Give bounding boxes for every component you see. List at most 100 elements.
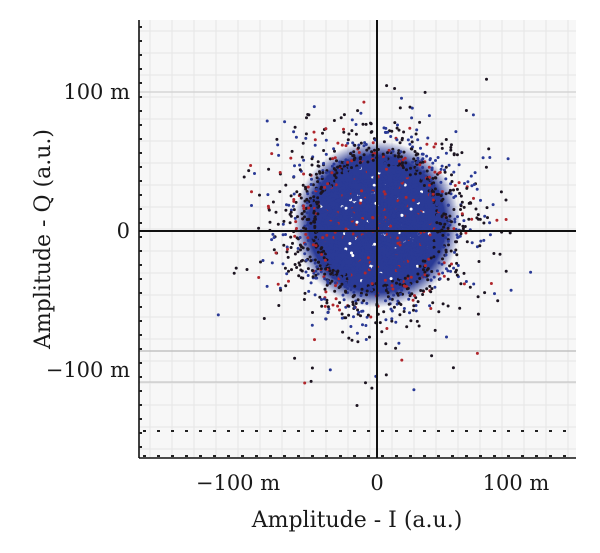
data-point: [454, 248, 458, 252]
data-point: [344, 225, 348, 229]
data-point: [306, 223, 310, 227]
data-point: [465, 240, 469, 244]
data-point: [334, 218, 338, 222]
data-point: [462, 271, 466, 275]
data-point: [362, 262, 366, 266]
data-point: [321, 236, 325, 240]
data-point: [402, 210, 406, 214]
data-point: [422, 247, 426, 251]
data-point: [232, 271, 236, 275]
data-point: [426, 267, 430, 271]
data-point: [413, 248, 417, 252]
data-point: [337, 176, 341, 179]
data-point: [353, 271, 357, 275]
minor-tick-mark: [493, 455, 496, 457]
data-point: [367, 225, 371, 229]
data-point: [470, 217, 474, 221]
data-point: [429, 307, 433, 310]
data-point: [265, 284, 269, 288]
data-point: [394, 158, 398, 162]
data-point: [340, 143, 344, 147]
data-point: [371, 180, 375, 184]
data-point: [387, 206, 391, 210]
data-point: [363, 198, 367, 202]
data-point: [267, 167, 271, 171]
data-point: [331, 233, 334, 237]
data-point: [382, 226, 386, 230]
data-point: [421, 208, 425, 212]
data-point: [328, 368, 332, 372]
data-point: [394, 197, 398, 201]
data-point: [309, 281, 313, 285]
data-point: [451, 366, 455, 370]
data-point: [437, 310, 441, 314]
data-point: [317, 255, 321, 259]
data-point: [312, 105, 316, 109]
data-point: [360, 218, 364, 222]
data-point: [351, 248, 355, 252]
data-point: [381, 241, 385, 245]
minor-tick-mark: [535, 430, 538, 432]
data-point: [335, 244, 339, 248]
minor-tick-mark: [493, 430, 496, 432]
data-point: [379, 174, 383, 178]
data-point: [385, 242, 389, 246]
data-point: [381, 195, 385, 199]
data-point: [410, 292, 414, 296]
data-point: [457, 163, 461, 167]
data-point: [416, 180, 420, 184]
data-point: [356, 340, 360, 344]
data-point: [399, 279, 403, 283]
data-point: [391, 165, 395, 169]
data-point: [464, 231, 468, 235]
data-point: [367, 286, 371, 290]
data-point: [390, 279, 394, 283]
data-point: [457, 181, 461, 185]
data-point: [422, 235, 426, 239]
data-point: [405, 287, 409, 291]
data-point: [351, 141, 355, 145]
data-point: [472, 183, 476, 186]
data-point: [396, 212, 400, 215]
data-point: [358, 161, 362, 165]
data-point: [377, 280, 381, 284]
data-point: [366, 177, 370, 180]
data-point: [357, 222, 361, 226]
data-point: [343, 161, 347, 165]
data-point: [364, 193, 368, 197]
minor-tick-mark: [157, 455, 160, 457]
data-point: [369, 238, 373, 242]
data-point: [267, 208, 271, 212]
data-point: [432, 275, 436, 279]
data-point: [452, 208, 456, 211]
minor-tick-mark: [139, 124, 142, 126]
data-point: [359, 236, 363, 240]
data-point: [425, 169, 429, 173]
data-point: [463, 225, 467, 228]
data-point: [411, 181, 415, 185]
data-point: [271, 232, 275, 236]
data-point: [320, 243, 324, 247]
data-point: [337, 286, 341, 290]
data-point: [305, 211, 309, 215]
minor-tick-mark: [139, 334, 142, 336]
data-point: [317, 164, 321, 168]
data-point: [470, 184, 474, 188]
data-point: [397, 128, 401, 132]
data-point: [394, 182, 397, 186]
data-point: [422, 268, 425, 272]
data-point: [346, 244, 350, 248]
minor-tick-mark: [171, 430, 174, 432]
data-point: [495, 218, 499, 222]
data-point: [332, 147, 336, 151]
data-point: [429, 290, 433, 294]
data-point: [364, 122, 368, 126]
data-point: [336, 213, 340, 217]
data-point: [355, 211, 359, 215]
data-point: [306, 192, 310, 196]
data-point: [311, 183, 315, 187]
data-point: [422, 184, 426, 187]
data-point: [429, 256, 433, 260]
data-point: [392, 293, 396, 297]
data-point: [400, 96, 403, 100]
